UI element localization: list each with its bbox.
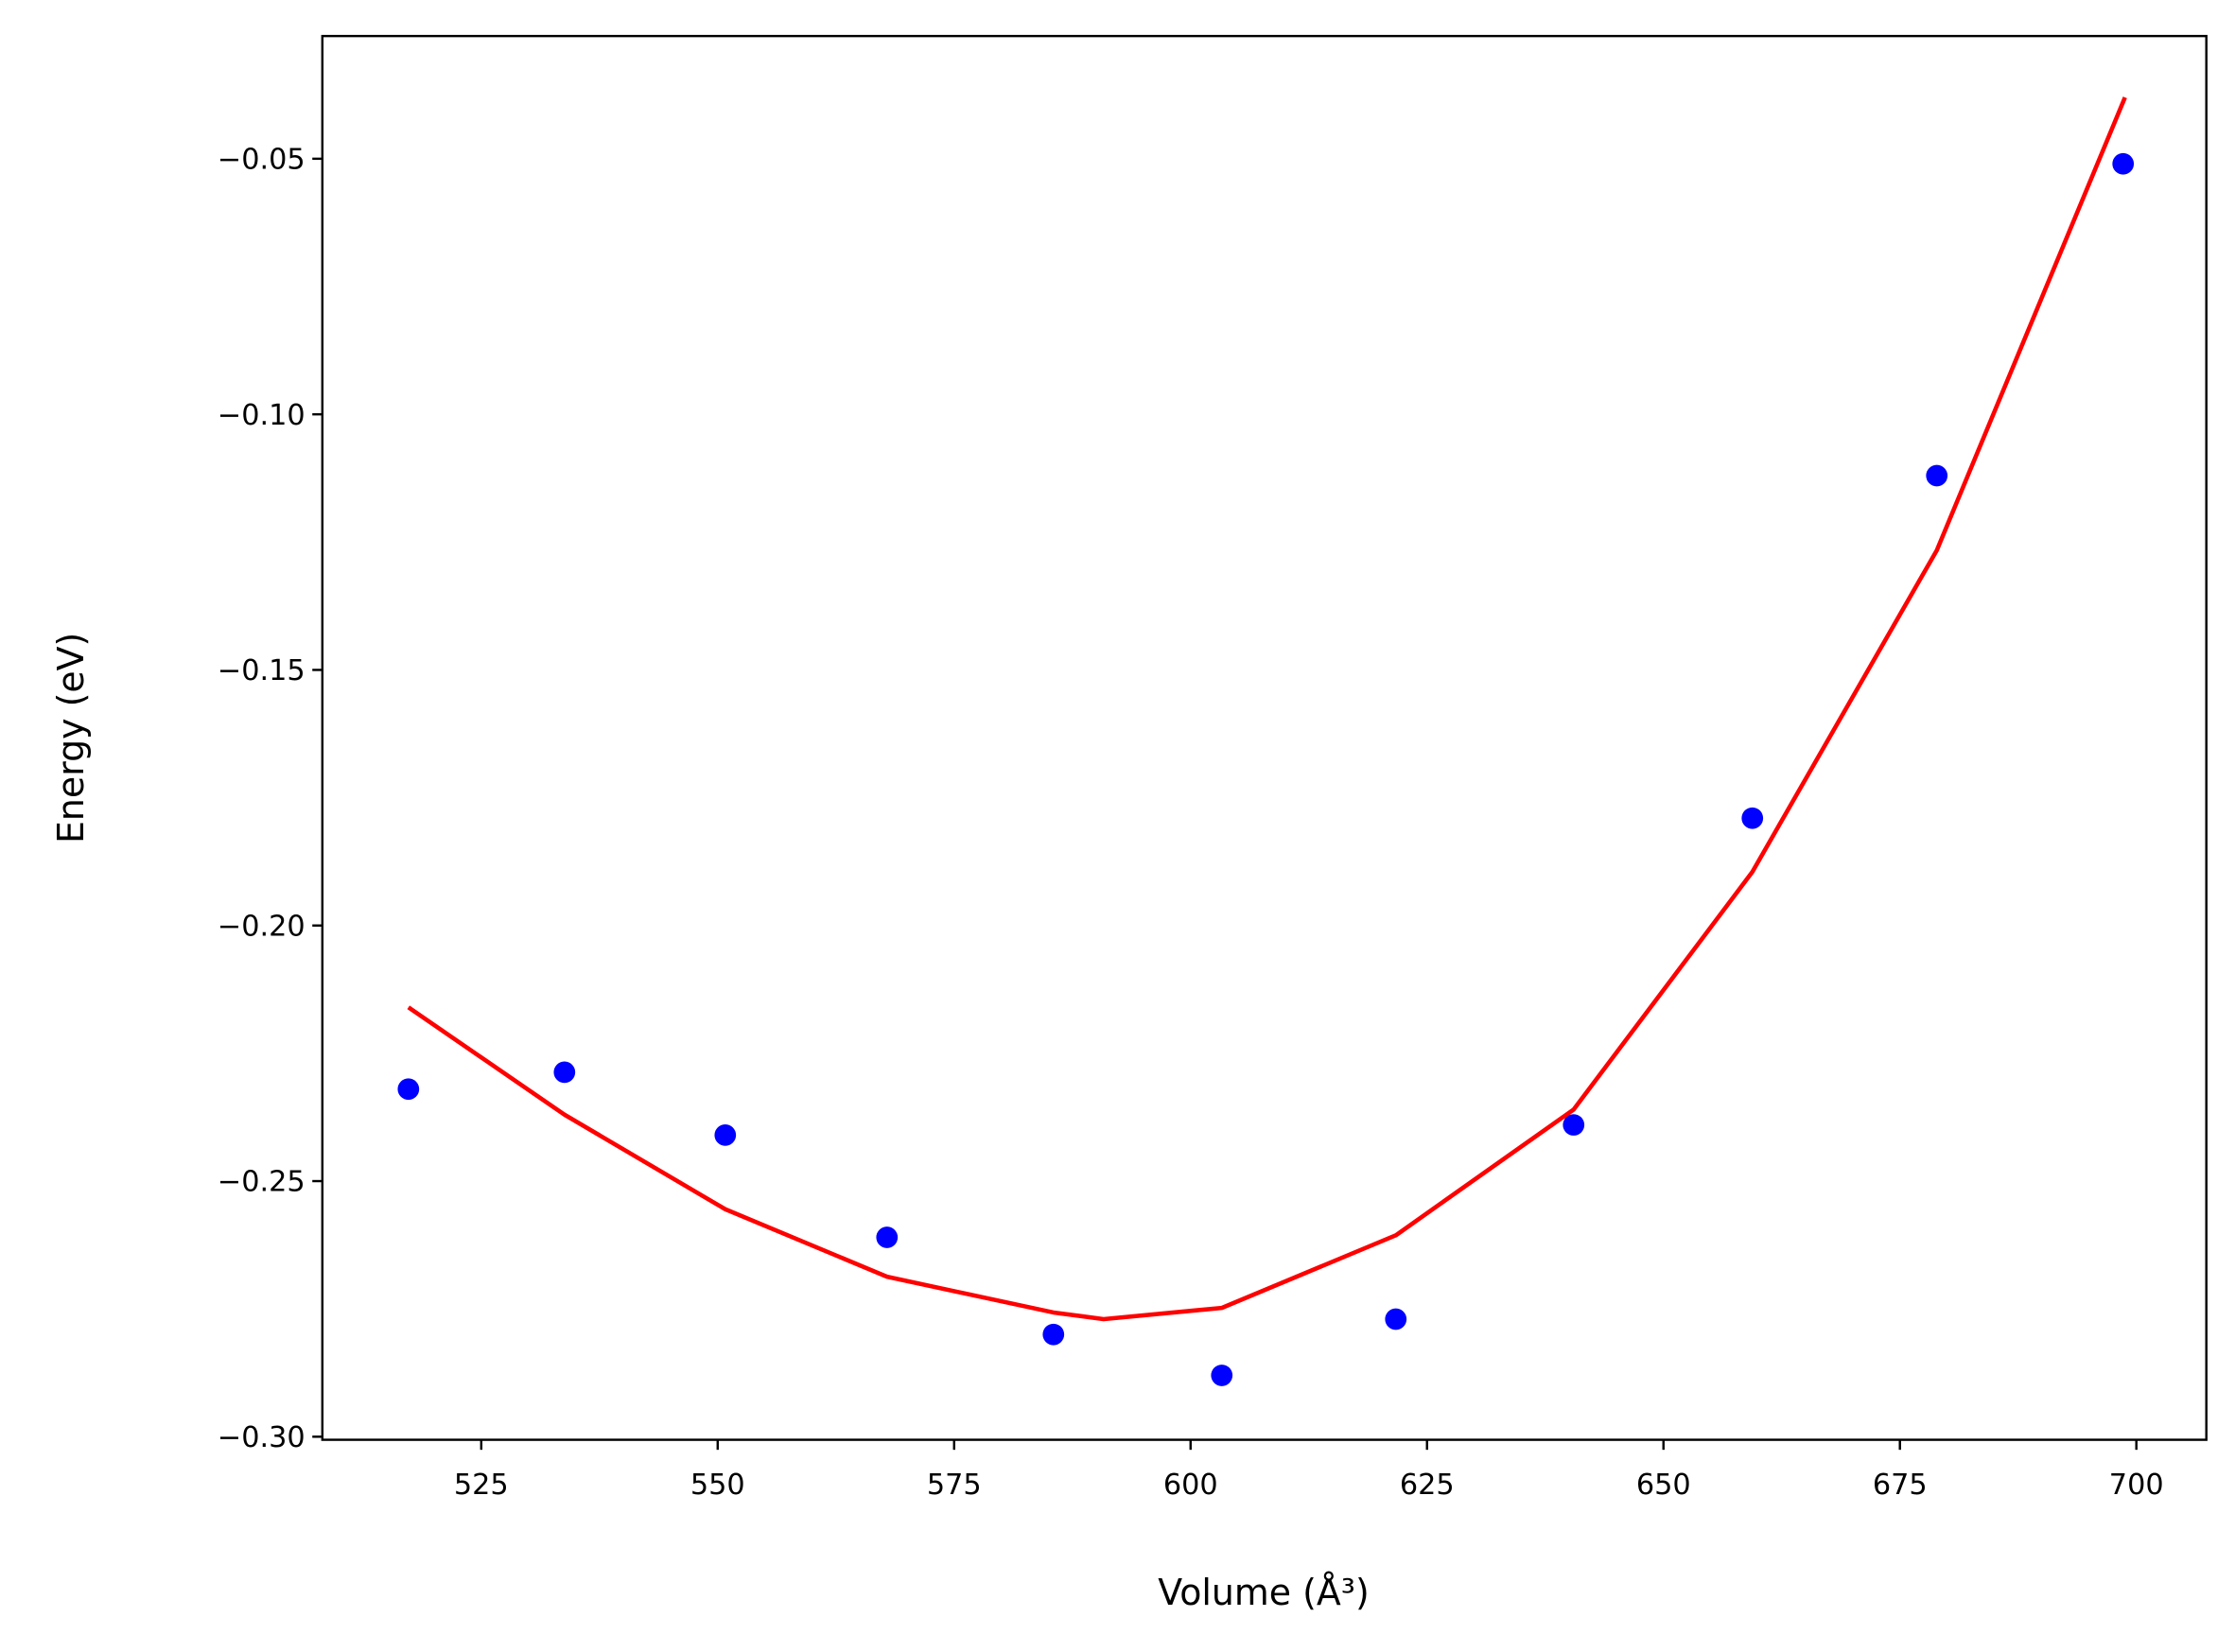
y-tick-label: −0.25 [218,1166,306,1199]
data-point [397,1078,420,1101]
x-tick-label: 525 [454,1469,509,1502]
y-tick-label: −0.30 [218,1421,306,1454]
x-tick-label: 650 [1636,1469,1691,1502]
x-tick-label: 700 [2109,1469,2164,1502]
data-point [1385,1308,1407,1330]
data-point [1741,807,1764,829]
fit-line [407,96,2127,1322]
x-tick-label: 600 [1163,1469,1218,1502]
data-point [1926,464,1948,487]
x-tick-label: 550 [690,1469,745,1502]
y-tick-label: −0.05 [218,143,306,176]
data-point [1211,1365,1233,1386]
x-tick-label: 625 [1400,1469,1455,1502]
y-tick-label: −0.20 [218,910,306,943]
data-point [1563,1114,1585,1136]
x-tick-label: 675 [1873,1469,1928,1502]
y-tick-label: −0.10 [218,399,306,432]
x-axis-label: Volume (Å³) [1158,1572,1369,1613]
data-point [714,1124,737,1146]
data-point [1042,1323,1065,1346]
y-axis-label: Energy (eV) [50,633,92,843]
data-point [2112,152,2135,175]
plot-frame [321,34,2208,1441]
data-point [876,1226,899,1248]
x-tick-label: 575 [927,1469,982,1502]
data-point [553,1061,576,1084]
y-tick-label: −0.15 [218,654,306,687]
